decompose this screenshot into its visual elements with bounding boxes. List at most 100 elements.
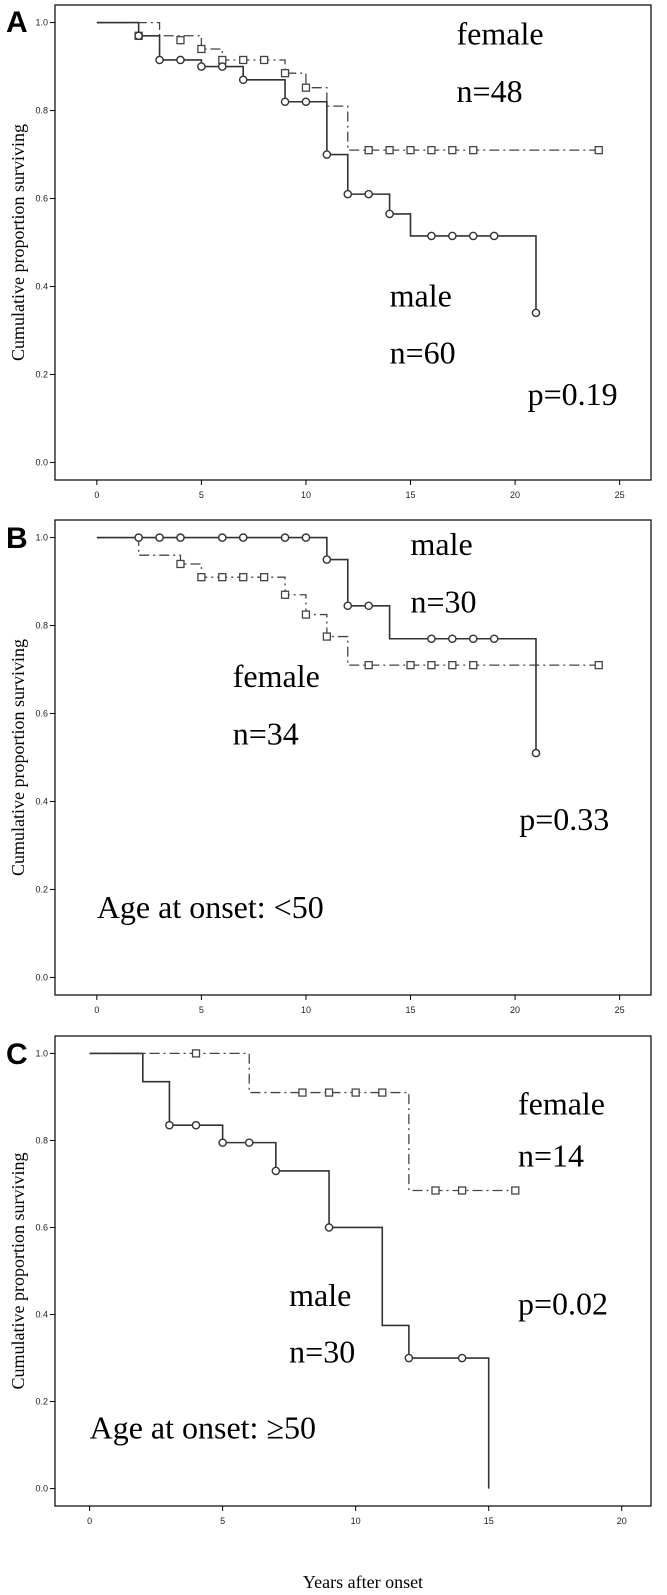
female-censor-marker	[176, 559, 185, 569]
panel-letter: C	[6, 1038, 28, 1071]
male-censor-marker	[176, 533, 185, 542]
chart-annotation: female	[518, 1085, 605, 1121]
y-tick-label: 0.0	[35, 1484, 48, 1494]
y-tick-label: 1.0	[35, 533, 48, 543]
y-tick-label: 0.6	[35, 709, 48, 719]
chart-annotation: p=0.33	[519, 801, 609, 837]
female-censor-marker	[427, 145, 436, 155]
x-tick-label: 25	[615, 490, 625, 500]
x-tick-label: 25	[615, 1005, 625, 1015]
y-axis-label: Cumulative proportion surviving	[8, 1153, 28, 1390]
female-censor-marker	[351, 1088, 360, 1097]
y-tick-label: 0.4	[35, 1310, 48, 1320]
female-censor-marker	[197, 44, 206, 54]
male-censor-marker	[271, 1166, 281, 1176]
male-censor-marker	[280, 533, 290, 542]
female-censor-marker	[259, 573, 269, 582]
chart-annotation: n=14	[518, 1138, 584, 1174]
male-censor-marker	[155, 533, 164, 542]
male-censor-marker	[217, 533, 227, 542]
male-censor-marker	[238, 75, 248, 85]
x-tick-label: 10	[351, 1516, 361, 1526]
x-tick-label: 5	[199, 1005, 204, 1015]
x-tick-label: 20	[617, 1516, 627, 1526]
chart-annotation: male	[289, 1277, 351, 1313]
female-censor-marker	[406, 660, 415, 670]
male-censor-marker	[134, 31, 143, 41]
female-censor-marker	[298, 1088, 307, 1097]
male-survival-curve	[96, 536, 537, 754]
male-censor-marker	[448, 231, 457, 241]
panel-c: C 0.0 0.2 0.4 0.6 0.8 1.0 0 5 10 15 20 Cumulative pr…	[6, 1035, 652, 1526]
female-censor-marker	[280, 590, 290, 599]
x-tick-label: 15	[406, 1005, 416, 1015]
female-censor-marker	[239, 573, 248, 582]
y-tick-label: 0.0	[35, 972, 48, 982]
chart-annotation: p=0.19	[528, 376, 618, 412]
y-tick-label: 0.2	[35, 369, 48, 379]
female-censor-marker	[197, 573, 206, 582]
male-survival-curve	[96, 21, 537, 313]
male-censor-marker	[155, 55, 164, 65]
female-censor-marker	[448, 660, 457, 670]
male-censor-marker	[427, 634, 436, 644]
male-censor-marker	[343, 601, 353, 611]
male-censor-marker	[191, 1120, 201, 1130]
female-censor-marker	[406, 145, 415, 155]
x-tick-label: 0	[94, 490, 99, 500]
x-tick-label: 0	[87, 1516, 92, 1526]
chart-annotation: Age at onset: <50	[97, 889, 324, 925]
male-censor-marker	[134, 533, 143, 542]
y-axis-label: Cumulative proportion surviving	[8, 124, 28, 361]
male-censor-marker	[385, 209, 394, 219]
male-censor-marker	[324, 1223, 334, 1232]
male-censor-marker	[301, 533, 311, 542]
male-censor-marker	[301, 97, 311, 107]
x-tick-label: 0	[94, 1005, 99, 1015]
female-survival-curve	[96, 536, 599, 666]
male-censor-marker	[489, 231, 499, 241]
male-censor-marker	[218, 1138, 227, 1147]
y-tick-label: 0.6	[35, 1222, 48, 1232]
female-censor-marker	[259, 55, 269, 65]
panel-letter: A	[6, 6, 28, 39]
male-censor-marker	[531, 748, 541, 758]
y-tick-label: 0.4	[35, 281, 48, 291]
y-tick-label: 0.6	[35, 194, 48, 204]
chart-annotation: female	[457, 16, 544, 52]
male-censor-marker	[176, 55, 185, 65]
male-censor-marker	[280, 97, 290, 107]
male-censor-marker	[197, 62, 206, 71]
y-tick-label: 1.0	[35, 18, 48, 28]
plot-frame	[54, 1035, 652, 1507]
x-tick-label: 15	[406, 490, 416, 500]
female-censor-marker	[469, 660, 478, 670]
chart-annotation: n=30	[289, 1333, 355, 1369]
y-tick-label: 0.8	[35, 621, 48, 631]
male-censor-marker	[468, 231, 478, 241]
female-censor-marker	[191, 1049, 201, 1058]
male-censor-marker	[165, 1120, 174, 1130]
chart-annotation: n=48	[457, 73, 523, 109]
x-tick-label: 20	[510, 1005, 520, 1015]
female-censor-marker	[176, 36, 185, 45]
chart-annotation: female	[233, 658, 320, 694]
chart-annotation: Age at onset: ≥50	[90, 1410, 316, 1446]
female-censor-marker	[322, 632, 332, 641]
panel-b: B 0.0 0.2 0.4 0.6 0.8 1.0 0 5 10 15 20 25 Cumulative …	[6, 519, 652, 1015]
male-censor-marker	[404, 1353, 414, 1363]
plot-frame	[54, 4, 652, 481]
female-censor-marker	[324, 1088, 334, 1097]
x-tick-label: 5	[199, 490, 204, 500]
y-tick-label: 0.8	[35, 1135, 48, 1145]
male-censor-marker	[217, 62, 227, 71]
male-censor-marker	[489, 634, 499, 644]
y-tick-label: 0.0	[35, 457, 48, 467]
male-censor-marker	[364, 601, 373, 611]
female-censor-marker	[448, 145, 457, 155]
female-censor-marker	[511, 1186, 520, 1195]
male-censor-marker	[364, 189, 373, 199]
panel-letter: B	[6, 522, 28, 555]
x-tick-label: 20	[510, 490, 520, 500]
